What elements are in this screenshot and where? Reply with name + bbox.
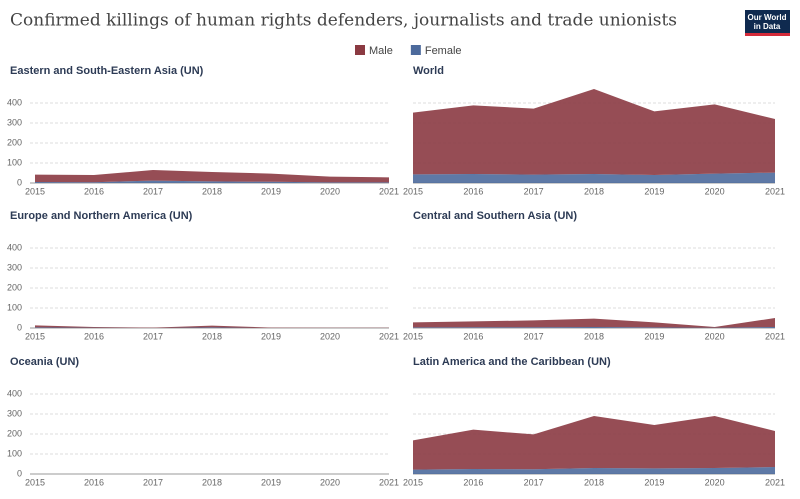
area: Male bbox=[35, 325, 389, 328]
x-tick-label: 2015 bbox=[403, 186, 423, 196]
x-tick-label: 2019 bbox=[644, 477, 664, 487]
legend-label: Male bbox=[369, 45, 393, 57]
x-tick-label: 2021 bbox=[765, 477, 785, 487]
area: Female bbox=[413, 327, 775, 328]
x-tick-label: 2020 bbox=[705, 331, 725, 341]
x-tick-label: 2015 bbox=[403, 331, 423, 341]
x-tick-label: 2017 bbox=[524, 477, 544, 487]
y-tick-label: 0 bbox=[17, 468, 22, 478]
x-tick-label: 2021 bbox=[379, 477, 399, 487]
panel-title: Latin America and the Caribbean (UN) bbox=[413, 356, 611, 368]
x-tick-label: 2018 bbox=[202, 477, 222, 487]
legend-label: Female bbox=[425, 45, 462, 57]
logo-box bbox=[745, 10, 790, 36]
x-tick-label: 2017 bbox=[524, 331, 544, 341]
area: Female bbox=[35, 180, 389, 183]
y-tick-label: 100 bbox=[7, 448, 22, 458]
x-tick-label: 2018 bbox=[202, 331, 222, 341]
y-tick-label: 300 bbox=[7, 262, 22, 272]
x-tick-label: 2020 bbox=[320, 477, 340, 487]
legend-swatch bbox=[355, 45, 365, 55]
x-tick-label: 2019 bbox=[261, 477, 281, 487]
y-tick-label: 300 bbox=[7, 117, 22, 127]
x-tick-label: 2020 bbox=[705, 186, 725, 196]
x-tick-label: 2020 bbox=[320, 186, 340, 196]
x-tick-label: 2018 bbox=[584, 477, 604, 487]
y-tick-label: 100 bbox=[7, 302, 22, 312]
x-tick-label: 2016 bbox=[84, 477, 104, 487]
y-tick-label: 200 bbox=[7, 428, 22, 438]
x-tick-label: 2021 bbox=[765, 186, 785, 196]
y-tick-label: 400 bbox=[7, 242, 22, 252]
y-tick-label: 300 bbox=[7, 408, 22, 418]
x-tick-label: 2019 bbox=[261, 186, 281, 196]
y-tick-label: 200 bbox=[7, 282, 22, 292]
x-tick-label: 2015 bbox=[403, 477, 423, 487]
panel-title: Eastern and South-Eastern Asia (UN) bbox=[10, 65, 204, 77]
x-tick-label: 2015 bbox=[25, 331, 45, 341]
panel-title: Oceania (UN) bbox=[10, 356, 79, 368]
x-tick-label: 2018 bbox=[584, 186, 604, 196]
x-tick-label: 2017 bbox=[143, 331, 163, 341]
x-tick-label: 2017 bbox=[143, 186, 163, 196]
x-tick-label: 2015 bbox=[25, 477, 45, 487]
x-tick-label: 2016 bbox=[463, 186, 483, 196]
logo-stripe bbox=[745, 33, 790, 36]
page-title: Confirmed killings of human rights defen… bbox=[10, 11, 677, 31]
y-tick-label: 100 bbox=[7, 157, 22, 167]
panel-title: Central and Southern Asia (UN) bbox=[413, 210, 577, 222]
x-tick-label: 2016 bbox=[84, 186, 104, 196]
area: Male bbox=[413, 318, 775, 328]
x-tick-label: 2016 bbox=[463, 331, 483, 341]
y-tick-label: 0 bbox=[17, 177, 22, 187]
y-tick-label: 200 bbox=[7, 137, 22, 147]
panel-title: Europe and Northern America (UN) bbox=[10, 210, 193, 222]
area: Male bbox=[35, 170, 389, 183]
y-tick-label: 400 bbox=[7, 97, 22, 107]
area: Female bbox=[35, 327, 389, 328]
x-tick-label: 2021 bbox=[379, 331, 399, 341]
area: Male bbox=[413, 416, 775, 470]
x-tick-label: 2016 bbox=[463, 477, 483, 487]
logo-text: in Data bbox=[754, 22, 781, 31]
y-tick-label: 400 bbox=[7, 388, 22, 398]
x-tick-label: 2021 bbox=[765, 331, 785, 341]
x-tick-label: 2017 bbox=[524, 186, 544, 196]
x-tick-label: 2020 bbox=[705, 477, 725, 487]
x-tick-label: 2018 bbox=[584, 331, 604, 341]
x-tick-label: 2015 bbox=[25, 186, 45, 196]
logo-text: Our World bbox=[748, 13, 787, 22]
area: Female bbox=[413, 172, 775, 183]
x-tick-label: 2019 bbox=[644, 331, 664, 341]
y-tick-label: 0 bbox=[17, 322, 22, 332]
x-tick-label: 2019 bbox=[644, 186, 664, 196]
x-tick-label: 2020 bbox=[320, 331, 340, 341]
legend-swatch bbox=[410, 45, 421, 55]
x-tick-label: 2021 bbox=[379, 186, 399, 196]
x-tick-label: 2017 bbox=[143, 477, 163, 487]
panel-title: World bbox=[413, 65, 444, 77]
x-tick-label: 2019 bbox=[261, 331, 281, 341]
area: Male bbox=[413, 89, 775, 175]
x-tick-label: 2016 bbox=[84, 331, 104, 341]
area: Female bbox=[413, 467, 775, 474]
x-tick-label: 2018 bbox=[202, 186, 222, 196]
